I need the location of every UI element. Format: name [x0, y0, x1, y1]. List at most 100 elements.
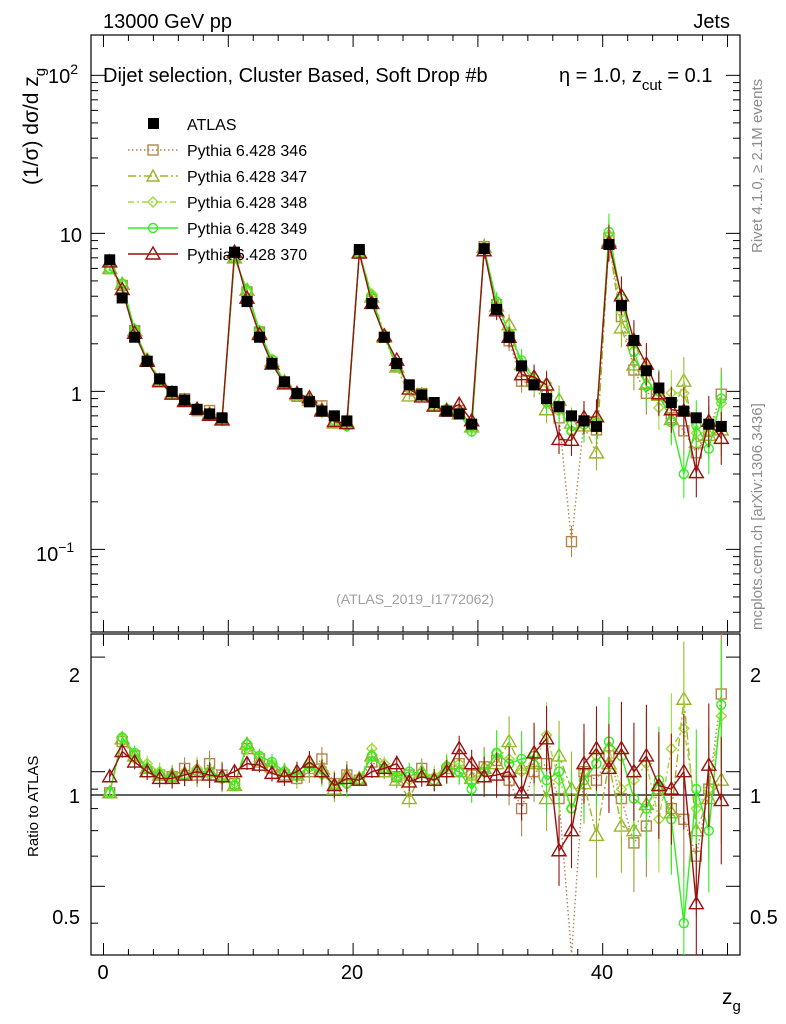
ratio-y-tick-0p5-left: 0.5 [52, 907, 80, 929]
series-point-ratio [313, 763, 331, 778]
atlas-point [503, 331, 515, 343]
series-point-ratio [201, 766, 218, 781]
series-point-ratio [351, 771, 368, 786]
plot-title: Dijet selection, Cluster Based, Soft Dro… [103, 65, 488, 87]
atlas-point [353, 244, 365, 256]
legend-label-347: Pythia 6.428 347 [187, 169, 307, 186]
plot-title-params: η = 1.0, zcut = 0.1 [559, 65, 712, 94]
series-point-ratio [575, 755, 593, 770]
series-point-main [241, 285, 253, 296]
series-point-ratio [588, 740, 605, 755]
atlas-point [416, 389, 428, 401]
atlas-point [615, 299, 627, 311]
xlabel-sub: g [733, 998, 741, 1015]
atlas-point [453, 408, 465, 420]
ylabel-main-text: (1/σ) dσ/d z [20, 76, 43, 185]
header-right: Jets [693, 11, 730, 33]
series-point-ratio [525, 744, 543, 759]
series-point-ratio [104, 787, 115, 799]
series-point-main [550, 431, 568, 446]
series-point-ratio [391, 771, 402, 782]
atlas-point [391, 358, 403, 370]
ratio-y-tick-2-right: 2 [750, 665, 761, 687]
series-point-main [678, 468, 690, 480]
legend: ATLAS Pythia 6.428 346 Pythia 6.428 347 … [128, 117, 307, 264]
atlas-point [578, 415, 590, 427]
series-point-ratio [678, 917, 690, 929]
legend-label-atlas: ATLAS [187, 117, 237, 134]
ratio-y-tick-2-left: 2 [69, 665, 80, 687]
atlas-point [316, 405, 328, 417]
x-tick-0: 0 [97, 962, 108, 984]
series-point-ratio [101, 768, 118, 783]
atlas-point [266, 358, 278, 370]
series-point-ratio [113, 743, 131, 758]
title-cut-val: = 0.1 [662, 65, 713, 87]
ratio-y-tick-0p5-right: 0.5 [750, 907, 778, 929]
xlabel-text: z [722, 986, 733, 1009]
series-point-ratio [475, 768, 493, 783]
legend-label-370: Pythia 6.428 370 [187, 247, 307, 264]
series-point-ratio [213, 768, 231, 783]
atlas-point [715, 420, 727, 432]
series-point-ratio [466, 783, 477, 795]
atlas-point [216, 412, 228, 424]
series-point-ratio [688, 895, 705, 910]
series-point-ratio [251, 756, 268, 771]
atlas-point [278, 376, 290, 388]
y-axis-label-main: (1/σ) dσ/d zg [20, 68, 49, 185]
title-eta: η = 1.0, z [559, 65, 642, 87]
series-point-ratio [413, 768, 430, 783]
x-axis-label: zg [722, 986, 741, 1015]
series-point-ratio [550, 842, 568, 857]
series-line-main [109, 242, 722, 473]
series-point-ratio [588, 827, 605, 842]
atlas-point [366, 297, 378, 309]
atlas-point [566, 410, 578, 422]
main-y-tick-0p1-base: 10 [36, 544, 58, 566]
rivet-version: Rivet 4.1.0, ≥ 2.1M events [749, 79, 766, 253]
atlas-point [466, 418, 478, 430]
ratio-y-tick-1-left: 1 [69, 786, 80, 808]
series-point-ratio [488, 766, 505, 781]
main-y-tick-100-base: 10 [48, 66, 70, 88]
series-point-ratio [516, 753, 527, 765]
atlas-point [191, 403, 203, 415]
series-point-ratio [650, 777, 668, 792]
series-point-ratio [625, 763, 643, 778]
main-y-tick-1: 1 [71, 384, 82, 406]
ylabel-main-sub: g [32, 68, 49, 76]
series-point-ratio [613, 740, 630, 755]
series-point-ratio [453, 766, 465, 777]
series-point-ratio [388, 755, 405, 770]
series-point-ratio [226, 763, 243, 778]
series-point-ratio [426, 771, 443, 786]
series-point-ratio [401, 790, 418, 805]
atlas-point [665, 397, 677, 409]
series-point-ratio [117, 732, 128, 743]
series-point-ratio [163, 770, 181, 785]
series-point-main [716, 393, 727, 404]
atlas-point [678, 405, 690, 417]
atlas-point [291, 387, 303, 399]
series-point-ratio [151, 770, 168, 785]
legend-label-348: Pythia 6.428 348 [187, 195, 307, 212]
series-point-ratio [126, 753, 143, 768]
atlas-point [553, 401, 565, 413]
series-line-ratio [109, 737, 722, 904]
legend-marker-348 [147, 196, 159, 208]
series-ratio-2 [103, 652, 728, 873]
atlas-point [141, 355, 153, 367]
legend-marker-349 [147, 222, 159, 234]
atlas-point [179, 394, 191, 406]
legend-marker-370 [144, 245, 162, 260]
series-point-ratio [675, 763, 693, 778]
x-tick-40: 40 [591, 962, 613, 984]
series-line-main [109, 241, 722, 454]
mcplots-credit: mcplots.cern.ch [arXiv:1306.3436] [749, 403, 766, 630]
series-point-ratio [663, 780, 680, 795]
atlas-point [166, 385, 178, 397]
legend-label-346: Pythia 6.428 346 [187, 143, 307, 160]
series-point-ratio [438, 763, 455, 778]
